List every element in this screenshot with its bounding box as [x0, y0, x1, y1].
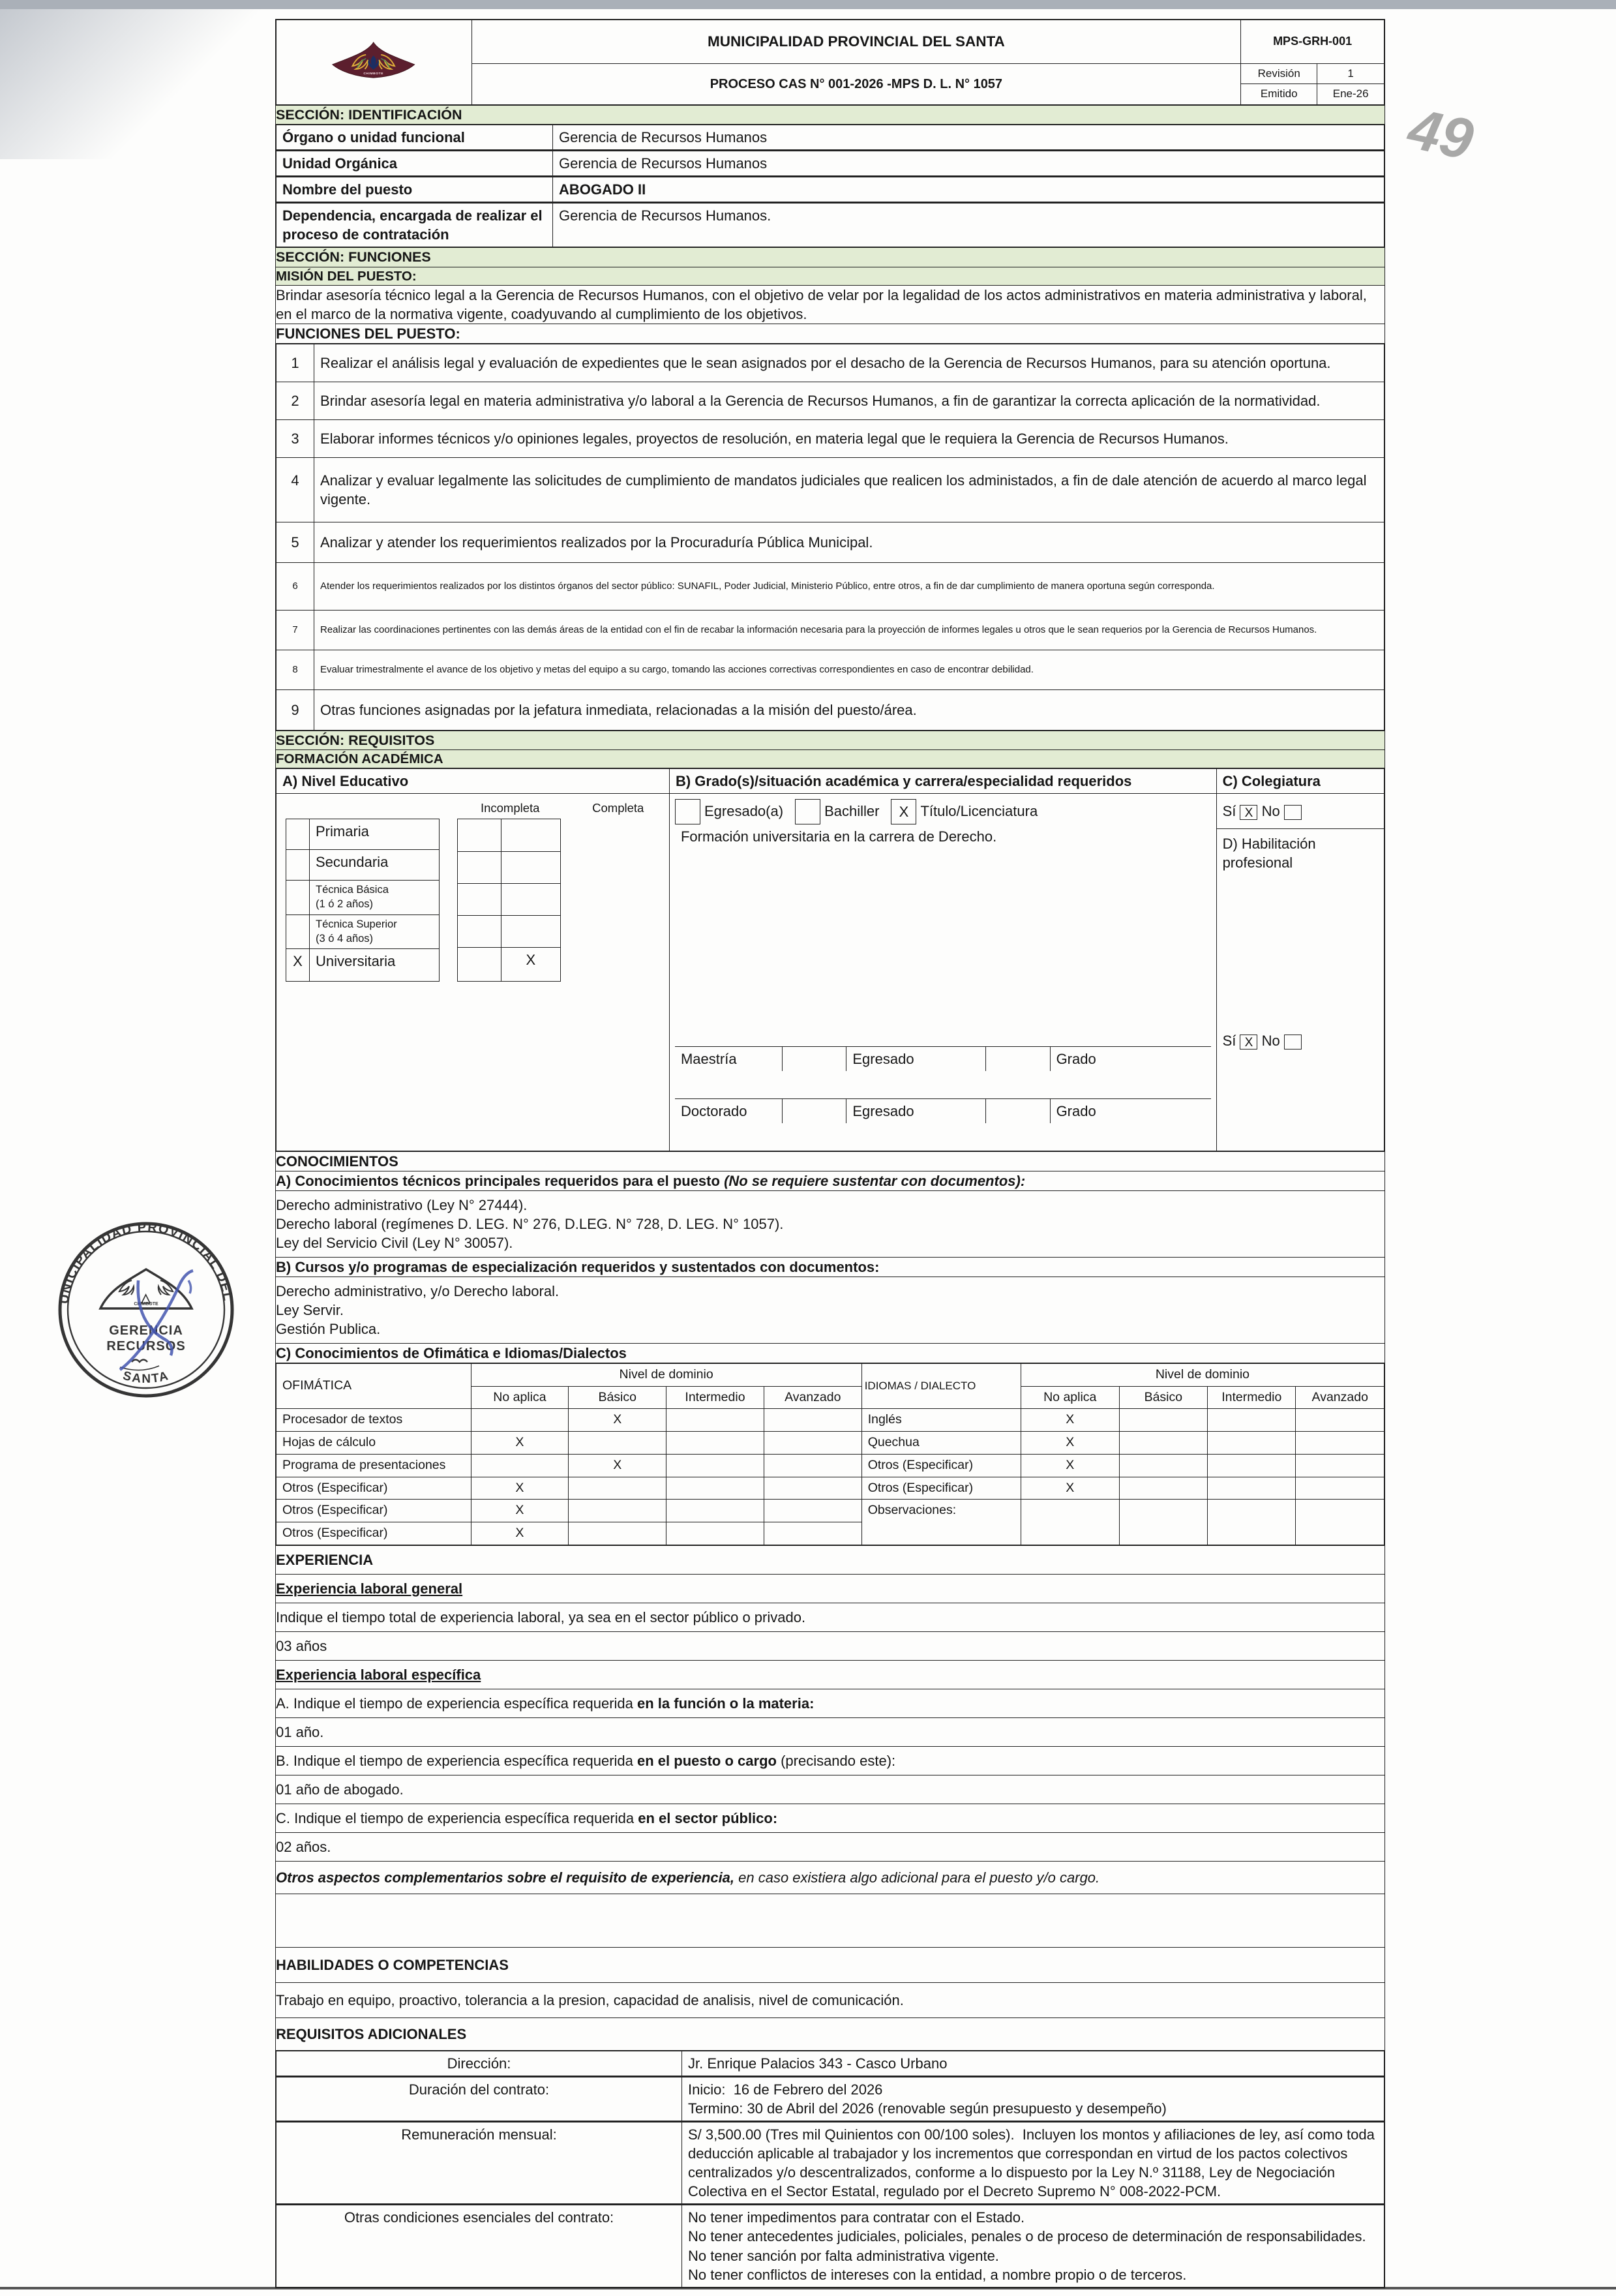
svg-text:CHIMBOTE: CHIMBOTE: [364, 72, 384, 76]
svg-text:GERENCIA: GERENCIA: [109, 1323, 183, 1338]
svg-text:CHIMBOTE: CHIMBOTE: [134, 1302, 158, 1307]
svg-text:SANTA: SANTA: [121, 1369, 171, 1386]
svg-text:49: 49: [1401, 95, 1478, 172]
